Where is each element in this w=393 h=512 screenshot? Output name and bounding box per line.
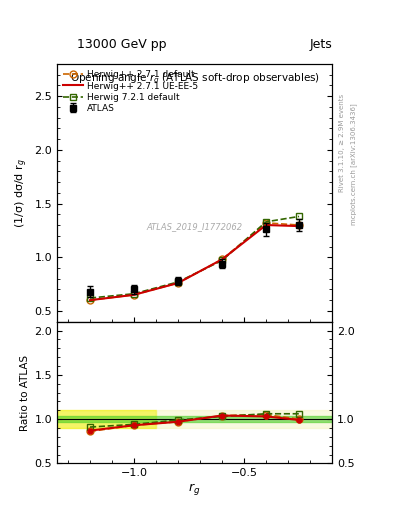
Text: mcplots.cern.ch [arXiv:1306.3436]: mcplots.cern.ch [arXiv:1306.3436] <box>350 103 357 225</box>
Herwig++ 2.7.1 default <box>176 280 180 286</box>
Herwig++ 2.7.1 default <box>220 257 224 263</box>
Text: Jets: Jets <box>309 38 332 51</box>
Line: Herwig++ 2.7.1 default: Herwig++ 2.7.1 default <box>86 220 303 304</box>
Herwig 7.2.1 default <box>132 291 136 297</box>
Herwig++ 2.7.1 UE-EE-5 <box>88 297 92 303</box>
Legend: Herwig++ 2.7.1 default, Herwig++ 2.7.1 UE-EE-5, Herwig 7.2.1 default, ATLAS: Herwig++ 2.7.1 default, Herwig++ 2.7.1 U… <box>61 68 200 116</box>
Herwig++ 2.7.1 UE-EE-5 <box>220 257 224 263</box>
Text: Rivet 3.1.10, ≥ 2.9M events: Rivet 3.1.10, ≥ 2.9M events <box>339 94 345 193</box>
Text: 13000 GeV pp: 13000 GeV pp <box>77 38 166 51</box>
Text: Opening angle $r_g$ (ATLAS soft-drop observables): Opening angle $r_g$ (ATLAS soft-drop obs… <box>70 72 320 86</box>
Herwig++ 2.7.1 UE-EE-5 <box>132 292 136 298</box>
Herwig 7.2.1 default <box>220 258 224 264</box>
Line: Herwig 7.2.1 default: Herwig 7.2.1 default <box>86 213 303 302</box>
Y-axis label: Ratio to ATLAS: Ratio to ATLAS <box>20 354 30 431</box>
Herwig++ 2.7.1 default <box>264 220 268 226</box>
X-axis label: $r_g$: $r_g$ <box>188 481 201 497</box>
Line: Herwig++ 2.7.1 UE-EE-5: Herwig++ 2.7.1 UE-EE-5 <box>90 225 299 300</box>
Herwig++ 2.7.1 default <box>297 222 301 228</box>
Herwig++ 2.7.1 default <box>88 297 92 303</box>
Y-axis label: (1/σ) dσ/d r$_g$: (1/σ) dσ/d r$_g$ <box>14 158 30 228</box>
Herwig 7.2.1 default <box>297 214 301 220</box>
Herwig 7.2.1 default <box>88 295 92 301</box>
Text: ATLAS_2019_I1772062: ATLAS_2019_I1772062 <box>147 222 242 231</box>
Herwig++ 2.7.1 UE-EE-5 <box>264 222 268 228</box>
Herwig++ 2.7.1 UE-EE-5 <box>297 223 301 229</box>
Herwig 7.2.1 default <box>264 219 268 225</box>
Herwig++ 2.7.1 UE-EE-5 <box>176 280 180 286</box>
Herwig++ 2.7.1 default <box>132 292 136 298</box>
Herwig 7.2.1 default <box>176 279 180 285</box>
